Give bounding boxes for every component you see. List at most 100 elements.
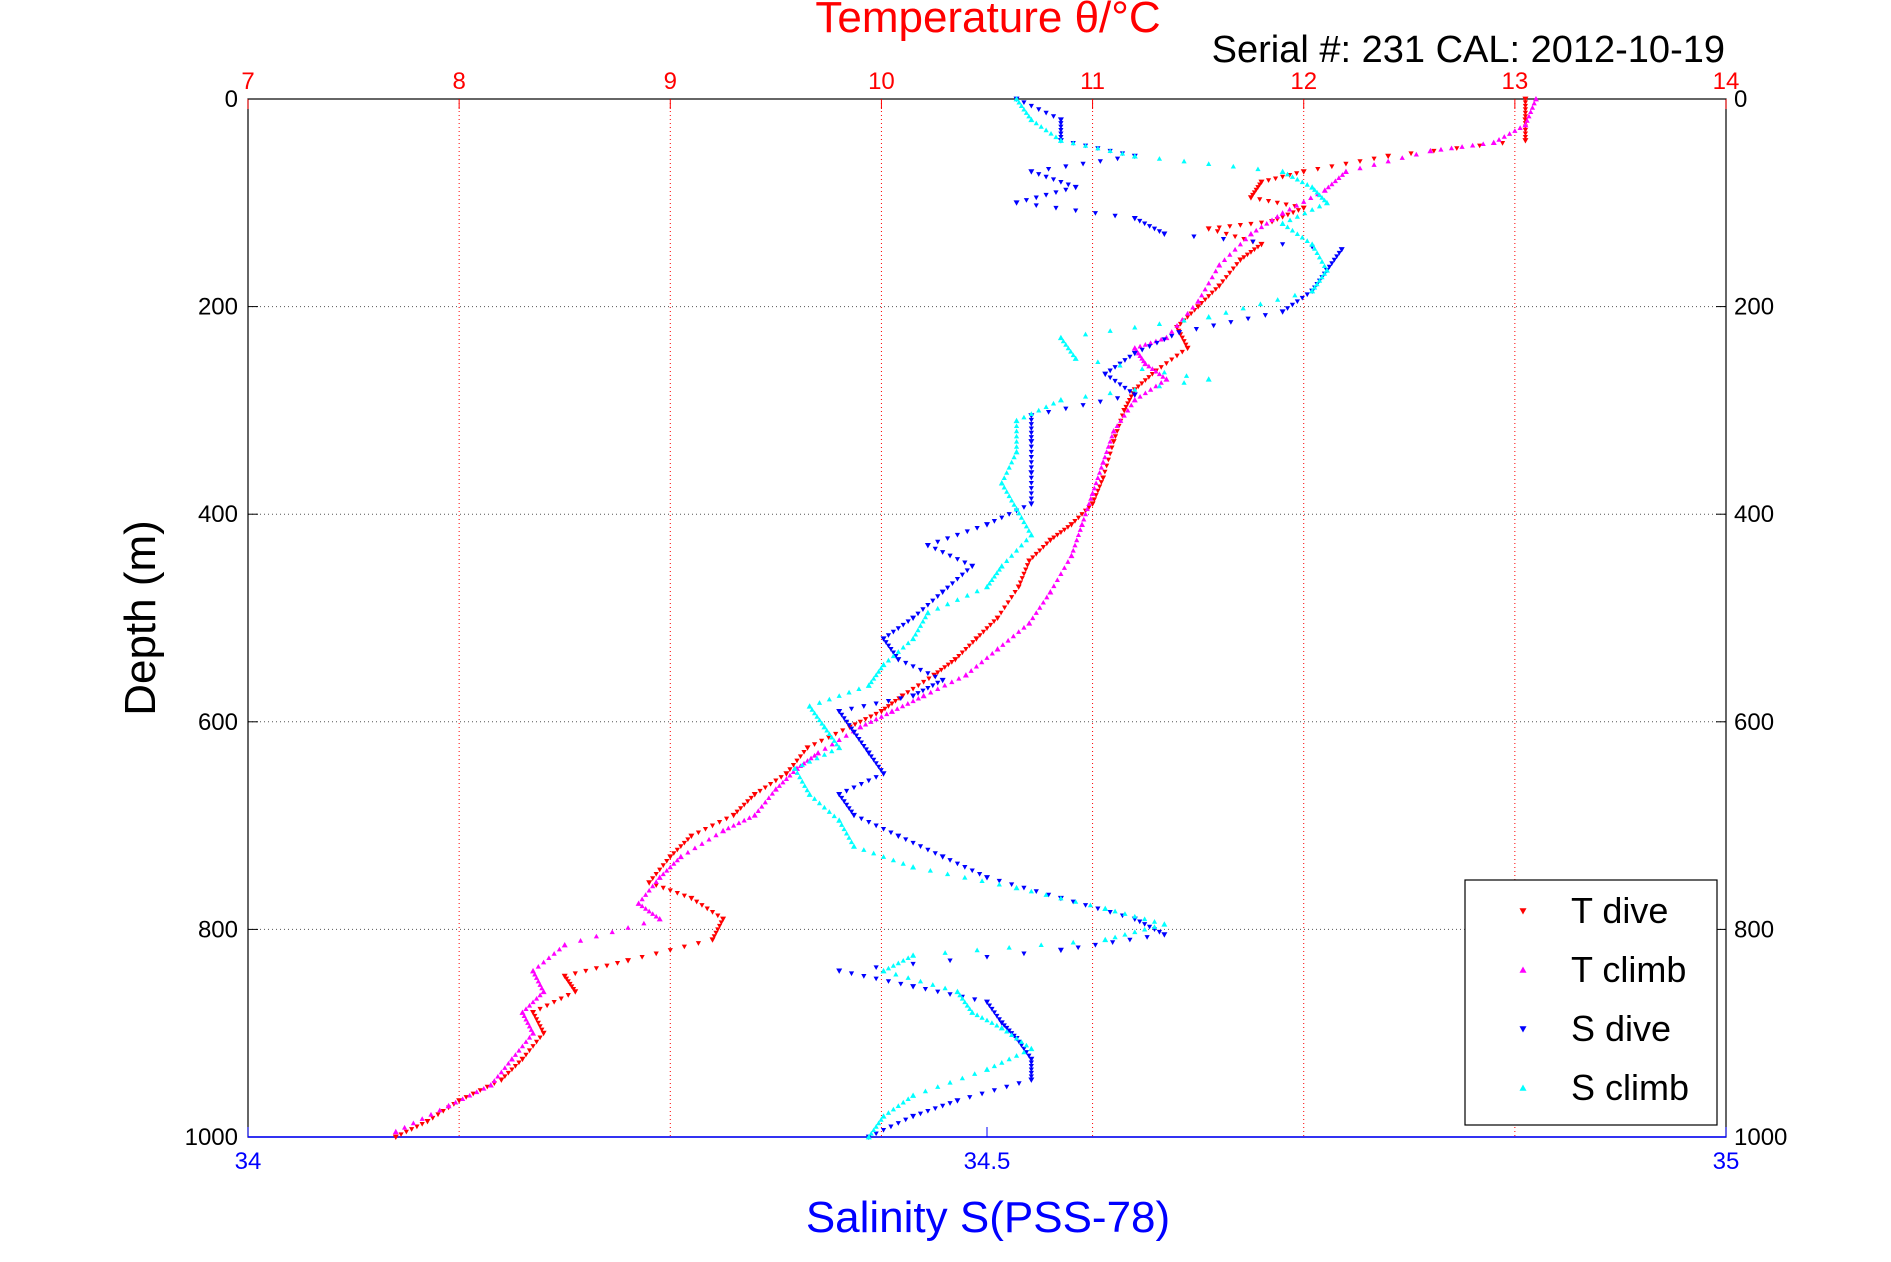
- data-point: [1321, 263, 1328, 269]
- data-point: [1050, 177, 1057, 183]
- data-point: [660, 871, 666, 877]
- data-point: [1284, 224, 1291, 230]
- data-point: [1088, 496, 1094, 501]
- legend-label: S dive: [1571, 1008, 1671, 1049]
- data-point: [979, 1015, 985, 1020]
- data-point: [1044, 594, 1050, 600]
- data-point: [1013, 448, 1020, 455]
- data-point: [1490, 139, 1497, 145]
- data-point: [667, 948, 673, 953]
- data-point: [528, 1027, 534, 1032]
- data-point: [414, 1124, 420, 1130]
- data-point: [942, 665, 948, 670]
- data-point: [1021, 519, 1027, 525]
- data-point: [1028, 411, 1034, 416]
- data-point: [653, 913, 659, 919]
- data-point: [1054, 577, 1060, 583]
- data-point: [1169, 329, 1175, 334]
- data-point: [876, 764, 882, 770]
- data-point: [1262, 313, 1268, 318]
- data-point: [738, 806, 744, 811]
- data-point: [998, 1020, 1005, 1026]
- data-point: [1098, 480, 1104, 485]
- data-point: [865, 682, 872, 688]
- data-point: [1139, 347, 1145, 353]
- data-point: [1013, 506, 1020, 512]
- data-point: [885, 965, 892, 971]
- data-point: [1095, 359, 1101, 365]
- data-point: [1146, 375, 1152, 380]
- data-point: [540, 988, 547, 995]
- data-point: [1131, 215, 1138, 222]
- data-point: [917, 667, 924, 673]
- data-point: [1314, 250, 1320, 256]
- data-point: [861, 847, 867, 852]
- data-point: [998, 480, 1005, 486]
- data-point: [1205, 376, 1212, 382]
- data-point: [917, 1111, 924, 1117]
- data-point: [1223, 231, 1229, 237]
- data-point: [1156, 371, 1163, 377]
- data-point: [1205, 313, 1212, 320]
- data-point: [895, 626, 901, 631]
- data-point: [1028, 449, 1034, 455]
- legend: T dive T climb S dive S climb: [1464, 879, 1718, 1126]
- data-point: [947, 553, 953, 559]
- data-point: [1097, 159, 1103, 164]
- data-point: [1036, 407, 1042, 413]
- data-point: [1053, 190, 1059, 196]
- data-point: [840, 728, 846, 734]
- data-point: [1026, 528, 1032, 533]
- data-point: [1006, 493, 1012, 499]
- data-point: [1011, 502, 1017, 507]
- data-point: [1110, 940, 1116, 945]
- data-point: [688, 895, 695, 902]
- data-point: [1181, 158, 1187, 164]
- data-point: [1131, 153, 1138, 159]
- data-point: [1009, 1032, 1015, 1038]
- data-point: [1058, 571, 1064, 576]
- data-point: [1142, 342, 1148, 347]
- data-point: [1121, 408, 1128, 414]
- data-point: [688, 833, 695, 839]
- data-point: [1257, 182, 1263, 188]
- data-point: [540, 1030, 547, 1037]
- data-point: [917, 978, 924, 984]
- data-point: [1247, 195, 1254, 201]
- data-point: [533, 996, 540, 1001]
- data-point: [1021, 106, 1027, 112]
- data-point: [871, 675, 877, 681]
- series-s-dive: [836, 96, 1345, 1140]
- data-point: [915, 627, 921, 633]
- data-point: [437, 1107, 443, 1113]
- data-point: [523, 1016, 529, 1022]
- data-point: [829, 741, 835, 747]
- data-point: [863, 747, 869, 753]
- data-point: [1257, 301, 1264, 307]
- data-point: [699, 841, 705, 846]
- data-point: [873, 711, 879, 717]
- tick-label-temperature: 11: [1080, 68, 1105, 95]
- data-point: [751, 792, 758, 798]
- data-point: [910, 615, 917, 621]
- data-point: [994, 570, 1000, 576]
- data-point: [1161, 921, 1168, 927]
- data-point: [641, 920, 647, 926]
- data-point: [898, 981, 904, 987]
- tick-label-temperature: 9: [664, 68, 677, 95]
- data-point: [1255, 244, 1261, 250]
- data-point: [1199, 292, 1205, 298]
- data-point: [935, 539, 941, 545]
- data-point: [1385, 158, 1391, 164]
- data-point: [1316, 203, 1323, 209]
- data-point: [1004, 470, 1010, 475]
- data-point: [873, 1131, 879, 1137]
- tick-label-depth-right: 800: [1734, 916, 1774, 943]
- data-point: [1012, 589, 1018, 595]
- data-point: [773, 778, 779, 784]
- data-point: [984, 583, 990, 590]
- data-point: [1082, 511, 1089, 517]
- data-point: [836, 817, 843, 823]
- data-point: [1033, 610, 1039, 615]
- data-point: [880, 661, 887, 668]
